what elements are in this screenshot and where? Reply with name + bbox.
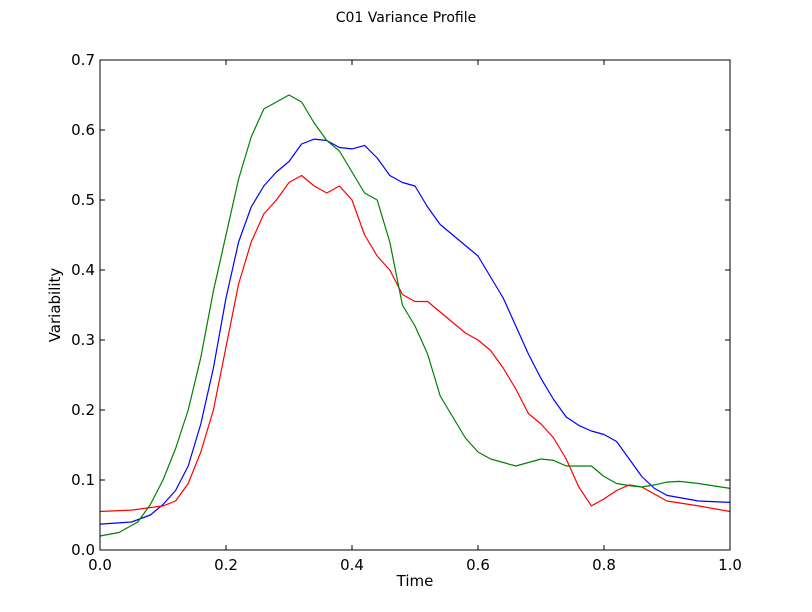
y-tick-label: 0.7 bbox=[71, 51, 95, 69]
y-tick-label: 0.6 bbox=[71, 121, 95, 139]
y-axis-label: Variability bbox=[46, 267, 64, 343]
x-tick-label: 0.0 bbox=[88, 556, 112, 574]
series-line-0 bbox=[99, 138, 731, 525]
x-tick-label: 0.4 bbox=[340, 556, 364, 574]
x-tick-label: 0.2 bbox=[214, 556, 238, 574]
chart-title: C01 Variance Profile bbox=[335, 10, 477, 26]
x-axis-label: Time bbox=[396, 572, 434, 590]
y-tick-label: 0.2 bbox=[71, 401, 95, 419]
y-tick-label: 0.5 bbox=[71, 191, 95, 209]
series-line-2 bbox=[99, 94, 731, 537]
x-tick-label: 0.8 bbox=[592, 556, 616, 574]
series-line-1 bbox=[99, 174, 731, 513]
x-tick-label: 0.6 bbox=[466, 556, 490, 574]
y-tick-label: 0.4 bbox=[71, 261, 95, 279]
y-tick-label: 0.0 bbox=[71, 541, 95, 559]
x-tick-label: 1.0 bbox=[718, 556, 742, 574]
y-tick-label: 0.1 bbox=[71, 471, 95, 489]
y-tick-label: 0.3 bbox=[71, 331, 95, 349]
plot-frame bbox=[99, 59, 731, 551]
